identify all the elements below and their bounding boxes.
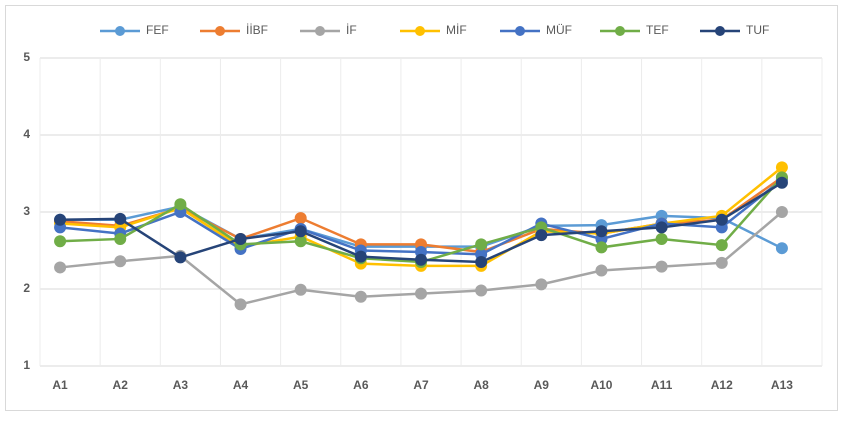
- legend-marker: [415, 26, 425, 36]
- data-point: [174, 251, 187, 264]
- chart-border: [5, 5, 838, 411]
- x-tick-label: A6: [353, 378, 369, 392]
- x-tick-label: A3: [173, 378, 189, 392]
- data-point: [535, 229, 548, 242]
- data-point: [415, 253, 427, 266]
- data-point: [595, 241, 608, 254]
- x-tick-label: A13: [771, 378, 793, 392]
- data-point: [535, 278, 548, 291]
- y-tick-label: 3: [23, 204, 30, 218]
- x-tick-label: A12: [711, 378, 733, 392]
- data-point: [294, 283, 307, 296]
- data-point: [595, 225, 608, 238]
- x-tick-label: A7: [413, 378, 429, 392]
- x-tick-label: A8: [473, 378, 489, 392]
- legend-label: TUF: [746, 23, 769, 37]
- data-point: [234, 232, 247, 245]
- data-point: [655, 221, 668, 234]
- data-point: [655, 260, 668, 273]
- data-point: [354, 290, 367, 303]
- legend-marker: [515, 26, 525, 36]
- data-point: [715, 213, 728, 226]
- data-point: [294, 212, 307, 225]
- data-point: [174, 198, 187, 211]
- data-point: [655, 232, 668, 245]
- legend-label: İF: [346, 23, 357, 37]
- data-point: [595, 264, 608, 277]
- x-tick-label: A2: [113, 378, 129, 392]
- legend-label: MİF: [446, 23, 467, 37]
- data-point: [475, 284, 488, 297]
- data-point: [114, 212, 127, 225]
- x-tick-label: A4: [233, 378, 249, 392]
- data-point: [775, 242, 788, 255]
- legend-marker: [215, 26, 225, 36]
- data-point: [54, 213, 67, 226]
- legend-label: FEF: [146, 23, 169, 37]
- x-tick-label: A1: [52, 378, 68, 392]
- data-point: [775, 206, 788, 218]
- data-point: [234, 298, 247, 311]
- legend-marker: [615, 26, 625, 36]
- y-tick-label: 2: [23, 281, 30, 295]
- data-point: [54, 235, 67, 248]
- data-point: [775, 161, 788, 174]
- x-tick-label: A9: [534, 378, 550, 392]
- y-tick-label: 4: [23, 127, 30, 141]
- y-tick-label: 1: [23, 358, 30, 372]
- legend-label: TEF: [646, 23, 669, 37]
- y-tick-label: 5: [23, 50, 30, 64]
- x-tick-label: A10: [590, 378, 612, 392]
- data-point: [775, 176, 788, 189]
- legend-marker: [315, 26, 325, 36]
- data-point: [294, 225, 307, 238]
- data-point: [354, 250, 367, 263]
- data-point: [294, 235, 307, 248]
- data-point: [715, 239, 728, 252]
- legend-label: MÜF: [546, 23, 572, 37]
- data-point: [54, 261, 67, 274]
- x-tick-label: A11: [651, 378, 673, 392]
- data-point: [114, 232, 127, 245]
- data-point: [715, 256, 728, 269]
- x-tick-label: A5: [293, 378, 309, 392]
- data-point: [415, 287, 427, 300]
- legend-marker: [715, 26, 725, 36]
- legend-label: İİBF: [246, 23, 268, 37]
- data-point: [475, 238, 488, 251]
- legend-marker: [115, 26, 125, 36]
- data-point: [475, 256, 488, 269]
- data-point: [114, 255, 127, 268]
